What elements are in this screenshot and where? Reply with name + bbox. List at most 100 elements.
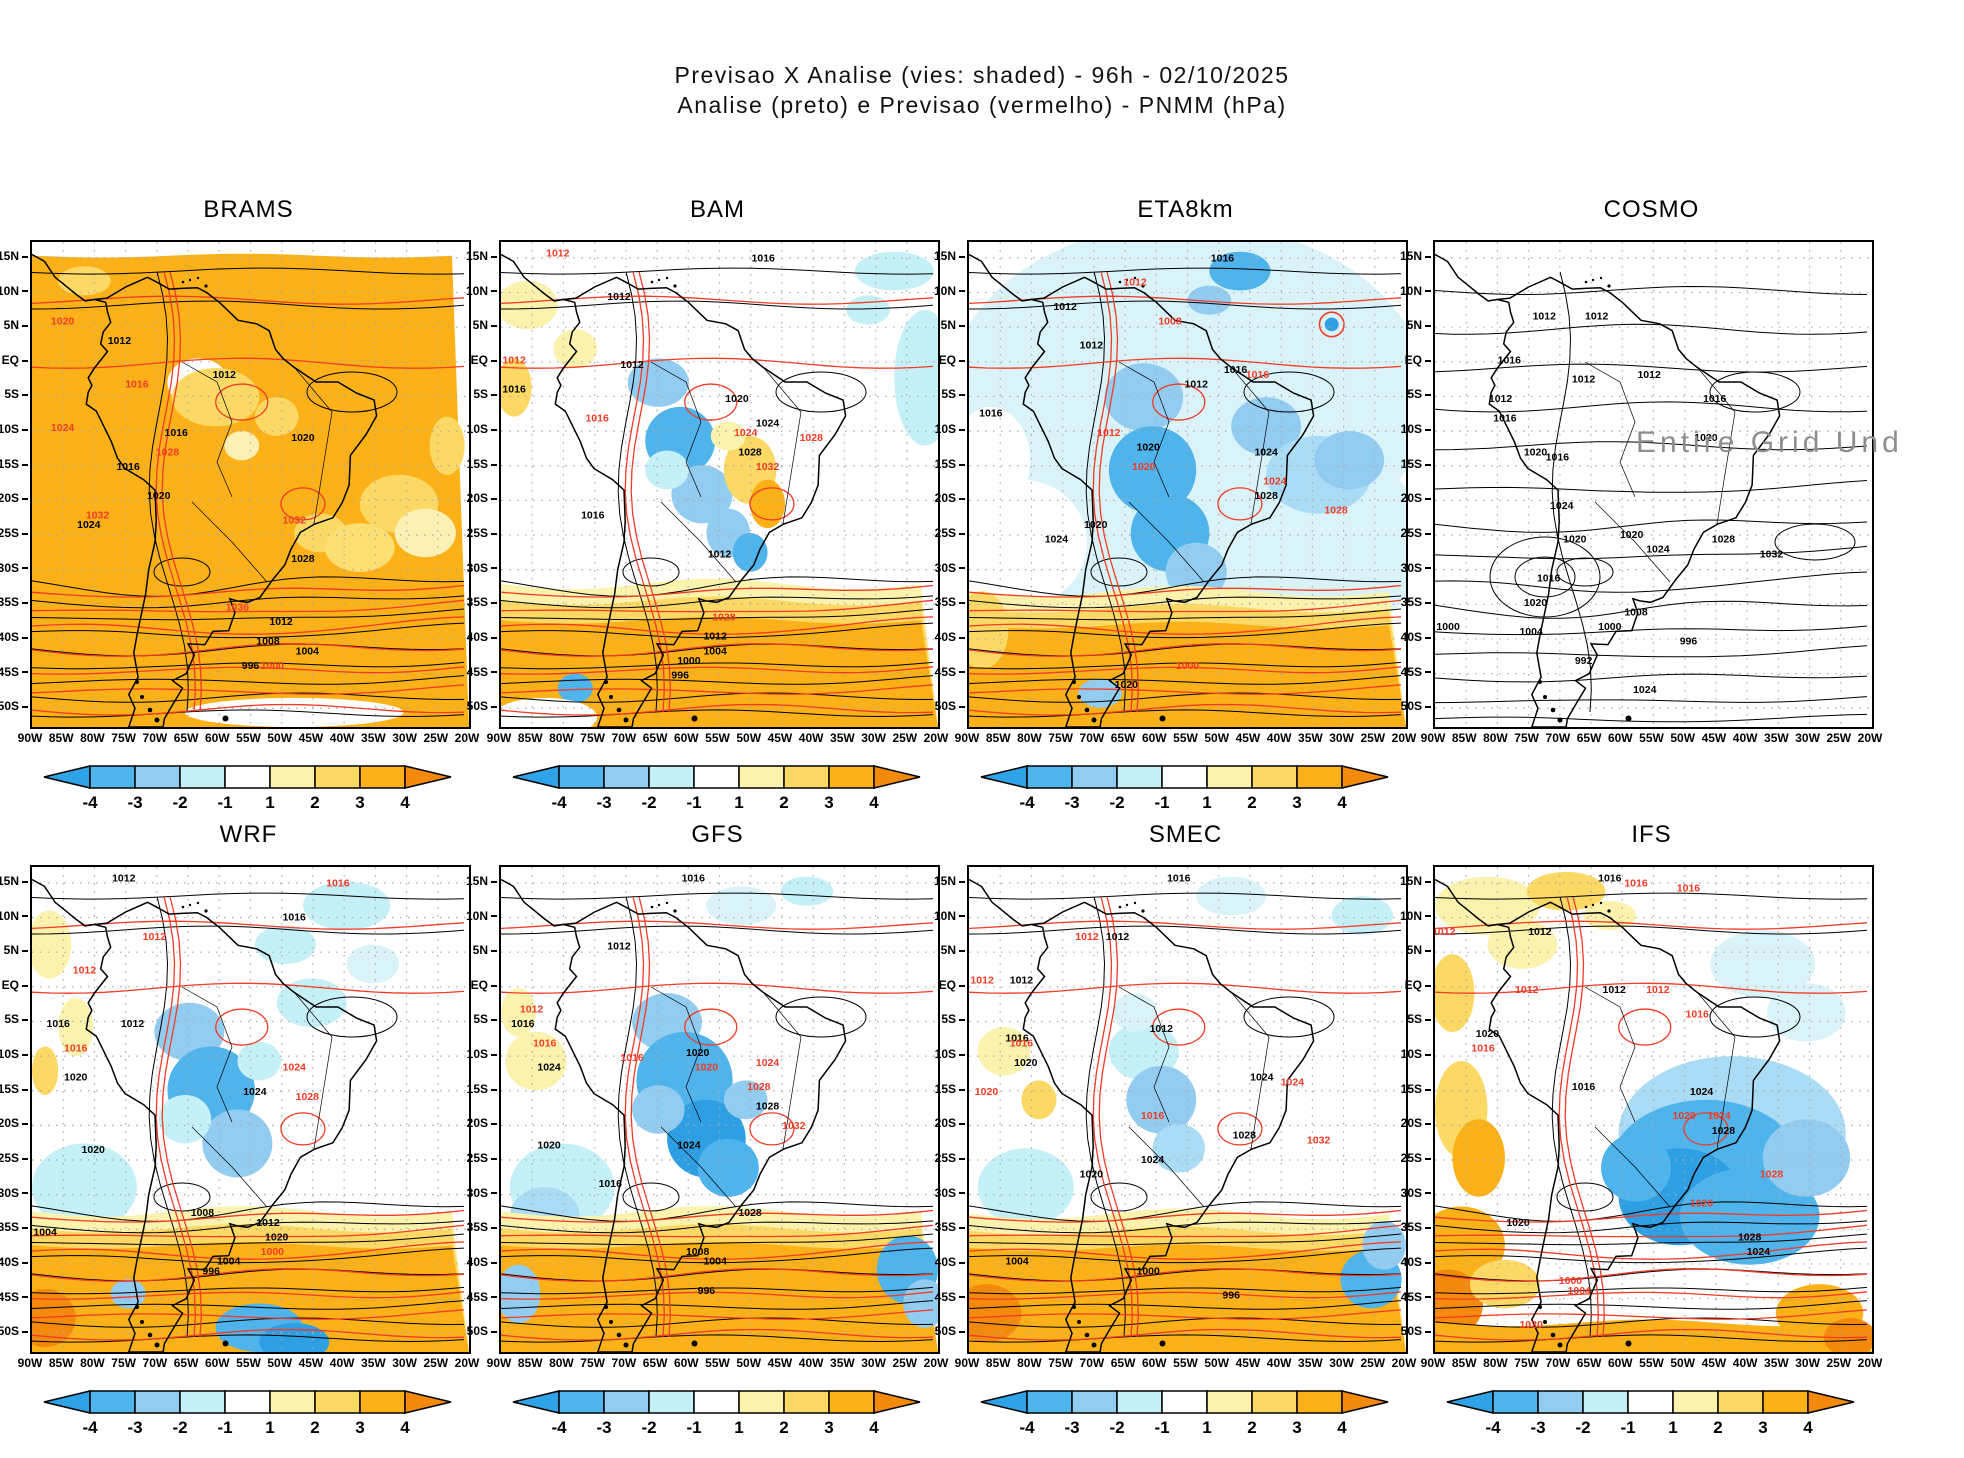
lat-tick-text: 35S <box>934 1220 956 1235</box>
lat-tick-text: 5S <box>1407 387 1422 402</box>
lat-tick-mark <box>1425 671 1431 674</box>
lon-tick-label: 35W <box>1764 731 1789 745</box>
lat-tick-label: 5S <box>1391 1012 1431 1026</box>
lon-tick-label: 65W <box>642 1356 668 1370</box>
map-canvas-bam: 1012 1016 1012 1012 1012 1016 1016 1020 10241024… <box>501 242 938 727</box>
lat-tick-label: 35S <box>1391 595 1431 609</box>
contour-label: 1012 <box>213 369 237 381</box>
lon-tick-label: 80W <box>80 731 105 745</box>
colorbar-tick-label: 1 <box>1202 793 1211 812</box>
map-eta8km: 1016 1012 1012 1012 1008 1012 1012 1016 1016 1016… <box>967 240 1408 729</box>
contour-label: 1024 <box>734 427 758 439</box>
lon-tick-label: 30W <box>1329 731 1354 745</box>
contour-label: 1028 <box>1712 534 1736 546</box>
contour-label: 1016 <box>1005 1033 1029 1045</box>
contour-label: 1016 <box>326 877 350 889</box>
lat-tick-label: 10S <box>0 1047 28 1061</box>
lat-tick-label: 5S <box>457 387 497 401</box>
lat-tick-mark <box>959 1331 965 1334</box>
lat-tick-mark <box>22 428 28 431</box>
lat-tick-text: 15N <box>465 873 488 888</box>
lat-tick-mark <box>491 1157 497 1160</box>
contour-label: 1004 <box>296 645 320 657</box>
lat-tick-text: 35S <box>934 595 956 610</box>
lon-tick-label: 20W <box>454 1356 480 1370</box>
colorbar-tick-label: 1 <box>734 793 743 812</box>
lon-tick-label: 20W <box>454 731 480 745</box>
lat-tick-label: 20S <box>457 491 497 505</box>
contour-label: 1024 <box>1550 500 1574 512</box>
lat-tick-label: 35S <box>0 595 28 609</box>
lat-tick-label: 15N <box>925 249 965 263</box>
lat-tick-label: 15N <box>457 874 497 888</box>
lon-tick-label: 25W <box>1826 731 1852 745</box>
lat-tick-mark <box>959 1227 965 1230</box>
contour-label: 1028 <box>756 1101 780 1113</box>
lat-tick-label: 25S <box>1391 1151 1431 1165</box>
lat-tick-mark <box>22 706 28 709</box>
lat-tick-mark <box>1425 984 1431 987</box>
contour-label: 1000 <box>1436 621 1460 633</box>
contour-label: 1028 <box>1324 505 1348 517</box>
contour-label: 1032 <box>283 514 307 526</box>
lon-tick-label: 65W <box>1576 1356 1602 1370</box>
lon-tick-label: 60W <box>1607 731 1633 745</box>
lat-tick-label: 35S <box>457 1220 497 1234</box>
lat-tick-mark <box>959 1019 965 1022</box>
lat-tick-mark <box>959 463 965 466</box>
contour-label: 1036 <box>226 602 250 614</box>
contour-label: 1016 <box>116 461 140 473</box>
contour-label: 1008 <box>686 1246 710 1258</box>
lat-tick-label: 10S <box>1391 1047 1431 1061</box>
lat-tick-text: 10S <box>1400 422 1422 437</box>
contour-label: 1012 <box>703 631 727 643</box>
lat-tick-label: 10N <box>1391 909 1431 923</box>
lat-tick-text: 30S <box>0 560 19 575</box>
map-bam: 1012 1016 1012 1012 1012 1016 1016 1020 1024 1024… <box>499 240 940 729</box>
lat-tick-label: 5S <box>1391 387 1431 401</box>
contour-label: 1012 <box>546 248 570 260</box>
panel-bam: BAM 1012 1016 1012 1012 1012 1016 1016 1020 1024 1… <box>457 188 984 833</box>
lon-tick-label: 20W <box>1391 1356 1417 1370</box>
lat-tick-text: 50S <box>934 699 956 714</box>
lon-tick-label: 55W <box>705 1356 730 1370</box>
lat-tick-mark <box>1425 915 1431 918</box>
bias-colorbar: -4 -3 -2 -1 1 2 3 4 <box>512 765 921 812</box>
lat-tick-text: EQ <box>470 977 488 992</box>
lat-tick-text: 10N <box>465 908 488 923</box>
lat-tick-mark <box>22 1261 28 1264</box>
lat-tick-mark <box>491 671 497 674</box>
lon-tick-label: 45W <box>1235 731 1261 745</box>
contour-label: 1016 <box>1677 882 1701 894</box>
lat-tick-mark <box>959 1157 965 1160</box>
lat-tick-label: 10N <box>925 284 965 298</box>
colorbar-tick-label: -3 <box>1530 1418 1545 1437</box>
contour-label: 1016 <box>1703 393 1727 405</box>
contour-label: 1012 <box>112 873 136 885</box>
contour-label: 1020 <box>1115 679 1139 691</box>
lat-tick-mark <box>959 255 965 258</box>
lon-tick-label: 75W <box>580 1356 605 1370</box>
lat-tick-label: 40S <box>925 630 965 644</box>
lat-tick-mark <box>491 428 497 431</box>
lat-tick-text: 25S <box>934 526 956 541</box>
map-canvas-gfs: 1016 1012 1012 1016 1016 1024 1016 1020 1020 1024… <box>501 867 938 1352</box>
lat-tick-mark <box>491 880 497 883</box>
lat-tick-text: 5S <box>4 1012 19 1027</box>
contour-label: 1004 <box>33 1227 57 1239</box>
lat-tick-mark <box>22 1192 28 1195</box>
lat-tick-text: EQ <box>938 352 956 367</box>
lat-tick-text: 35S <box>466 1220 488 1235</box>
lon-tick-label: 75W <box>580 731 605 745</box>
lat-tick-text: EQ <box>1 352 19 367</box>
colorbar-tick-label: -3 <box>596 1418 611 1437</box>
lat-tick-label: 10N <box>925 909 965 923</box>
lat-tick-text: 45S <box>0 1289 19 1304</box>
colorbar-tick-label: 4 <box>1337 1418 1347 1437</box>
lat-tick-text: 30S <box>934 560 956 575</box>
lon-tick-label: 70W <box>142 1356 168 1370</box>
lon-tick-label: 55W <box>1639 731 1664 745</box>
lat-tick-text: 25S <box>1400 1151 1422 1166</box>
lon-tick-label: 75W <box>1514 1356 1539 1370</box>
contour-label: 1032 <box>86 509 110 521</box>
